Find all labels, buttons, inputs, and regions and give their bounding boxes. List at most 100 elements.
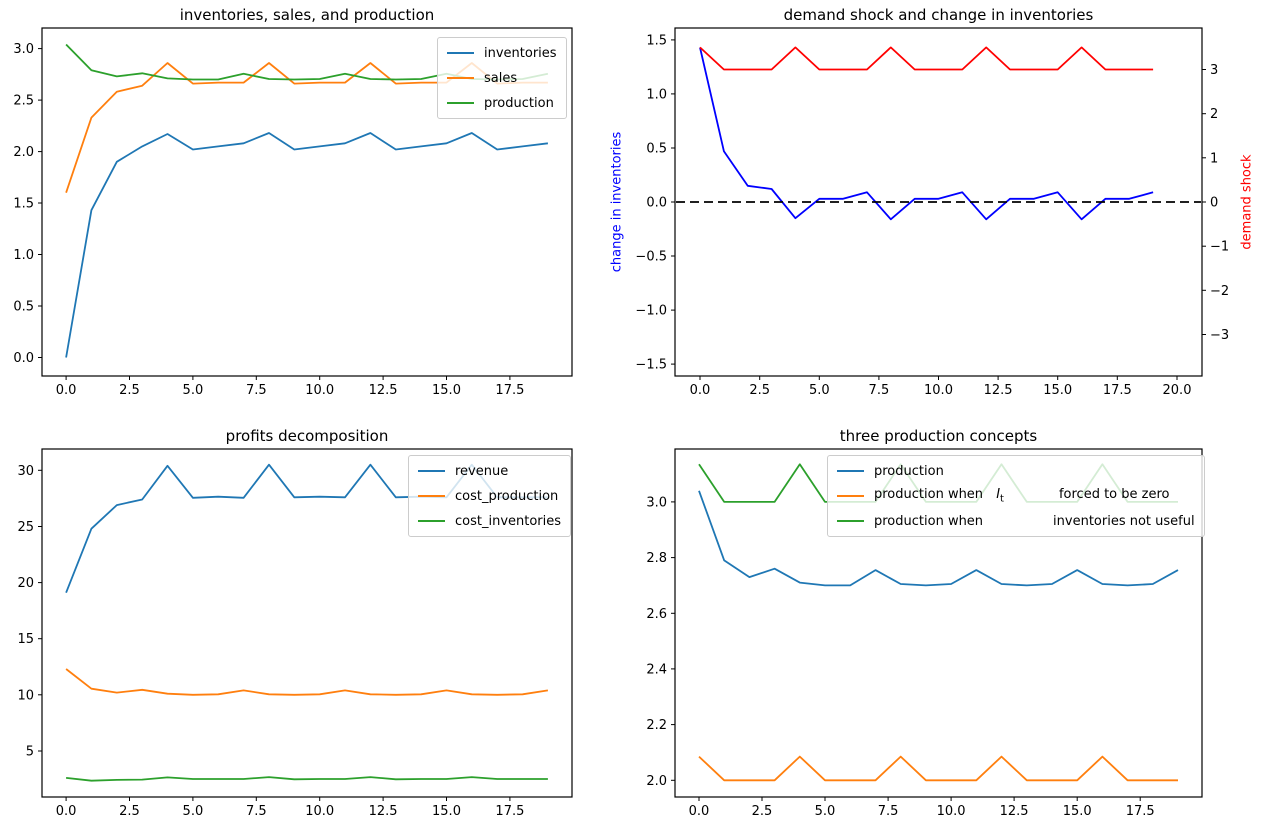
series-production: [698, 490, 1179, 587]
chart-three-production-concepts: 0.0 2.5 5.0 7.5 10.0 12.5 15.0 17.5 2.0 2.2 2.4 2.6…: [646, 448, 1203, 819]
series-inventories: [65, 132, 549, 358]
legend-label: cost_inventories: [455, 513, 562, 529]
legend-entry: production when It forced to be zero: [837, 486, 1195, 506]
y-tick-label: 2.5: [13, 94, 34, 109]
y-tick-label: 0.5: [646, 142, 667, 157]
y-tick-label: 2.4: [646, 662, 667, 677]
legend-line-swatch: [447, 101, 474, 105]
axes-border: [41, 448, 573, 798]
legend-inventories-sales-production: inventories sales production: [437, 37, 567, 119]
legend-entry: production: [447, 93, 557, 113]
series-production-when-i-t-forced-to-be-zero: [698, 755, 1178, 782]
legend-label: cost_production: [455, 488, 559, 504]
x-tick-label: 10.0: [937, 804, 966, 819]
chart-inventories-sales-production: 0.0 2.5 5.0 7.5 10.0 12.5 15.0 17.5 0.0 0.5 1.0 1.5…: [13, 27, 573, 398]
y-tick-label: 30: [17, 464, 34, 479]
x-tick-label: 0.0: [56, 383, 77, 398]
series-cost-production: [65, 668, 549, 696]
x-tick-label: 17.5: [495, 804, 524, 819]
y-tick-label: 1.0: [646, 87, 667, 102]
legend-label: inventories: [484, 45, 557, 61]
math-symbol: I: [996, 487, 1001, 503]
x-tick-label: 20.0: [1163, 383, 1192, 398]
series-change-in-inventories: [699, 47, 1154, 221]
y-tick-label: −0.5: [635, 250, 667, 265]
x-tick-label: 17.5: [495, 383, 524, 398]
x-tick-label: 12.5: [1000, 804, 1029, 819]
legend-line-swatch: [837, 494, 864, 498]
y-tick-label: 20: [17, 576, 34, 591]
y-tick-label: 3.0: [13, 42, 34, 57]
legend-line-swatch: [447, 51, 474, 55]
x-tick-label: 5.0: [809, 383, 830, 398]
x-tick-label: 15.0: [432, 804, 461, 819]
x-tick-label: 2.5: [752, 804, 773, 819]
y-tick-label: 2.0: [13, 145, 34, 160]
axes-border: [674, 448, 1203, 798]
y-tick-right-label: −3: [1210, 328, 1229, 343]
y-tick-label: −1.0: [635, 304, 667, 319]
legend-line-swatch: [418, 519, 445, 523]
x-tick-label: 10.0: [305, 383, 334, 398]
legend-line-swatch: [447, 76, 474, 80]
x-tick-label: 7.5: [869, 383, 890, 398]
y-tick-label: 3.0: [646, 495, 667, 510]
legend-label: production when inventories not useful: [874, 513, 1195, 529]
legend-label: sales: [484, 70, 518, 86]
legend-line-swatch: [837, 469, 864, 473]
x-tick-label: 15.0: [1063, 804, 1092, 819]
y-tick-label: −1.5: [635, 358, 667, 373]
x-tick-label: 0.0: [689, 804, 710, 819]
legend-three-production-concepts: production production when It forced to be…: [827, 455, 1205, 537]
y-tick-label: 25: [17, 520, 34, 535]
legend-entry: inventories: [447, 43, 557, 63]
x-tick-label: 7.5: [878, 804, 899, 819]
y-tick-label: 2.6: [646, 607, 667, 622]
y-tick-right-label: −1: [1210, 240, 1229, 255]
x-tick-label: 17.5: [1126, 804, 1155, 819]
y-tick-right-label: 1: [1210, 151, 1218, 166]
y-tick-right-label: 3: [1210, 63, 1218, 78]
x-tick-label: 0.0: [56, 804, 77, 819]
legend-entry: revenue: [418, 461, 561, 481]
legend-line-swatch: [837, 519, 864, 523]
y-tick-label: 2.2: [646, 718, 667, 733]
x-tick-label: 15.0: [1043, 383, 1072, 398]
series-demand-shock: [699, 46, 1154, 71]
chart-title-three-production-concepts: three production concepts: [839, 427, 1038, 445]
legend-entry: production: [837, 461, 1195, 481]
legend-entry: sales: [447, 68, 557, 88]
y-tick-label: 10: [17, 688, 34, 703]
x-tick-label: 10.0: [924, 383, 953, 398]
x-tick-label: 15.0: [432, 383, 461, 398]
y-axis-label-change-in-inventories: change in inventories: [609, 131, 625, 273]
x-tick-label: 0.0: [690, 383, 711, 398]
y-tick-label: 2.8: [646, 551, 667, 566]
x-tick-label: 12.5: [369, 383, 398, 398]
x-tick-label: 12.5: [369, 804, 398, 819]
y-axis-label-demand-shock: demand shock: [1239, 154, 1255, 250]
legend-entry: cost_inventories: [418, 511, 561, 531]
series-cost-inventories: [66, 776, 548, 782]
x-tick-label: 10.0: [305, 804, 334, 819]
y-tick-right-label: 2: [1210, 107, 1218, 122]
legend-label: revenue: [455, 463, 509, 479]
y-tick-label: 1.5: [13, 197, 34, 212]
y-tick-label: 2.0: [646, 774, 667, 789]
x-tick-label: 5.0: [183, 383, 204, 398]
chart-title-inventories-sales-production: inventories, sales, and production: [179, 6, 435, 24]
y-tick-right-label: −2: [1210, 284, 1229, 299]
x-tick-label: 7.5: [246, 383, 267, 398]
y-tick-label: 5: [26, 745, 34, 760]
legend-entry: cost_production: [418, 486, 561, 506]
x-tick-label: 2.5: [119, 383, 140, 398]
legend-label: production when It forced to be zero: [874, 487, 1170, 505]
chart-title-demand-shock-and-change-in-inventories: demand shock and change in inventories: [783, 6, 1094, 24]
y-tick-label: 1.5: [646, 33, 667, 48]
legend-line-swatch: [418, 469, 445, 473]
x-tick-label: 12.5: [984, 383, 1013, 398]
x-tick-label: 5.0: [815, 804, 836, 819]
chart-title-profits-decomposition: profits decomposition: [225, 427, 389, 445]
